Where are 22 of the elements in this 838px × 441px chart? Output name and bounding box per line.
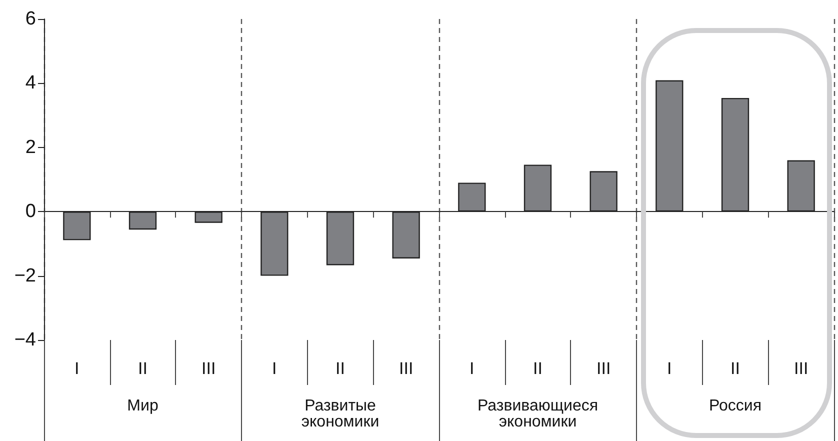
- x-tick-label: I: [272, 359, 277, 378]
- x-tick-label: II: [730, 359, 740, 378]
- x-tick-label: III: [201, 359, 216, 378]
- x-tick-label: I: [667, 359, 672, 378]
- x-tick-label: II: [138, 359, 148, 378]
- y-tick-label: 6: [25, 8, 36, 30]
- y-tick-label: 4: [25, 72, 36, 94]
- text: Россия: [709, 398, 762, 414]
- y-tick-label: −2: [14, 265, 36, 286]
- x-tick-label: III: [794, 359, 808, 378]
- x-tick-label: III: [596, 359, 611, 378]
- x-tick-label: I: [470, 359, 474, 378]
- y-tick-label: 0: [25, 201, 36, 222]
- text: Развитые экономики: [301, 398, 380, 430]
- text: Мир: [127, 398, 158, 414]
- x-tick-label: II: [533, 359, 542, 378]
- y-tick-label: 2: [25, 136, 36, 158]
- text: Развивающиеся экономики: [477, 398, 598, 430]
- x-tick-label: II: [336, 359, 345, 378]
- x-tick-label: I: [74, 359, 80, 378]
- y-tick-label: −4: [14, 330, 36, 350]
- x-tick-label: III: [398, 359, 414, 378]
